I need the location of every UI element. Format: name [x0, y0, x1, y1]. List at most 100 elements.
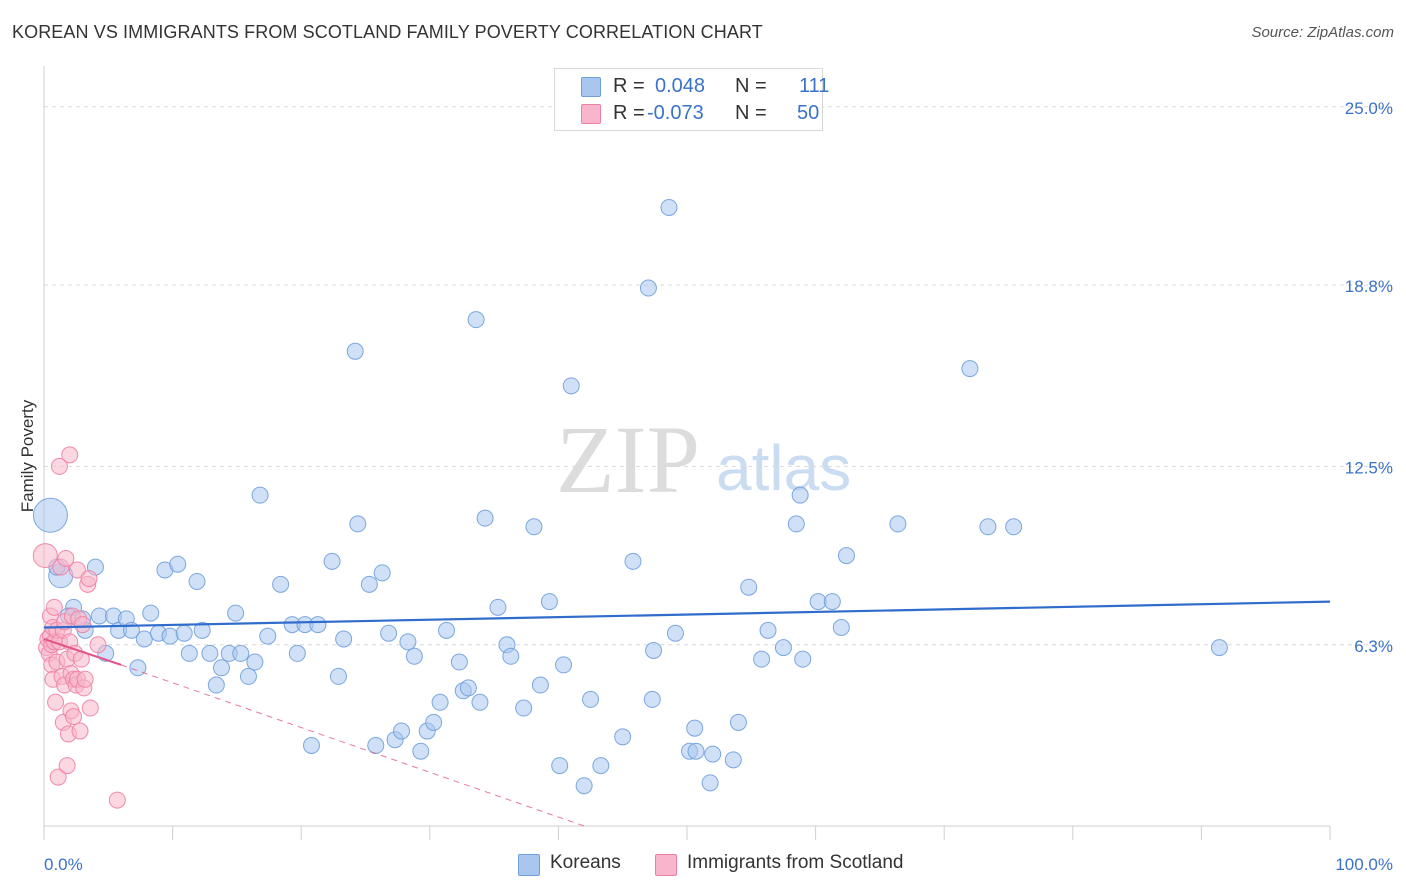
korean-point [169, 555, 187, 573]
korean-point [412, 742, 430, 760]
korean-point [686, 719, 704, 737]
korean-point [188, 572, 206, 590]
legend-swatch-scotland [581, 104, 601, 124]
korean-point [207, 676, 225, 694]
scotland-point [68, 561, 86, 579]
korean-point [438, 621, 456, 639]
legend-n-label: N = [735, 75, 767, 97]
scotland-point [32, 543, 58, 569]
korean-point [193, 621, 211, 639]
korean-point [251, 486, 269, 504]
scotland-point [45, 598, 63, 616]
korean-point [592, 757, 610, 775]
korean-point [624, 552, 642, 570]
scotland-point [47, 693, 65, 711]
korean-point [246, 653, 264, 671]
legend-n-value: 50 [797, 102, 820, 124]
korean-point [32, 497, 68, 533]
y-tick-label: 6.3% [1354, 637, 1393, 656]
watermark-atlas: atlas [716, 432, 851, 504]
scotland-point [61, 446, 79, 464]
watermark-zip: ZIP [556, 406, 700, 513]
korean-point [129, 659, 147, 677]
scotland-point [81, 699, 99, 717]
legend-r-value: 0.048 [655, 75, 706, 97]
korean-point [346, 342, 364, 360]
korean-point [753, 650, 771, 668]
scotland-point [71, 722, 89, 740]
korean-point [787, 515, 805, 533]
korean-point [582, 690, 600, 708]
scotland-point [57, 549, 75, 567]
korean-point [889, 515, 907, 533]
korean-point [476, 509, 494, 527]
korean-point [489, 598, 507, 616]
korean-point [329, 667, 347, 685]
korean-point [272, 575, 290, 593]
korean-point [704, 745, 722, 763]
scotland-point [58, 757, 76, 775]
korean-trend-line [43, 600, 1331, 629]
korean-point [562, 377, 580, 395]
scotland-point [108, 791, 126, 809]
korean-point [175, 624, 193, 642]
korean-point [90, 607, 108, 625]
korean-point [1210, 639, 1228, 657]
korean-point [259, 627, 277, 645]
korean-point [837, 547, 855, 565]
korean-point [555, 656, 573, 674]
bottom-legend-label-scotland: Immigrants from Scotland [687, 852, 904, 873]
korean-point [823, 593, 841, 611]
korean-point [367, 736, 385, 754]
source-credit: Source: ZipAtlas.com [1251, 24, 1394, 41]
scotland-point [49, 768, 67, 786]
korean-point [227, 604, 245, 622]
scotland-point [76, 670, 94, 688]
korean-point [349, 515, 367, 533]
korean-point [360, 575, 378, 593]
bottom-legend-label-koreans: Koreans [550, 852, 621, 873]
legend-row-scotland: R = -0.073 N = 50 [581, 102, 821, 126]
korean-point [575, 777, 593, 795]
tick-labels: 6.3% 12.5% 18.8% 25.0% 0.0% 100.0% [44, 99, 1393, 874]
korean-point [551, 757, 569, 775]
korean-point [212, 659, 230, 677]
korean-point [666, 624, 684, 642]
korean-point [373, 564, 391, 582]
stats-legend: R = 0.048 N = 111 R = -0.073 N = 50 [554, 68, 829, 131]
korean-point [180, 644, 198, 662]
korean-point [471, 693, 489, 711]
legend-swatch-koreans [581, 77, 601, 97]
gridlines [44, 106, 1392, 646]
bottom-legend-koreans: Koreans [518, 851, 638, 877]
korean-point [774, 639, 792, 657]
korean-point [724, 751, 742, 769]
korean-point [201, 644, 219, 662]
korean-point [399, 633, 417, 651]
korean-point [515, 699, 533, 717]
y-tick-label: 25.0% [1345, 99, 1393, 118]
korean-point [335, 630, 353, 648]
korean-point [393, 722, 411, 740]
scotland-point [50, 457, 68, 475]
bottom-legend-swatch-scotland [655, 854, 677, 876]
korean-point [323, 552, 341, 570]
korean-points [32, 198, 1228, 795]
legend-row-koreans: R = 0.048 N = 111 [581, 75, 829, 99]
korean-point [701, 774, 719, 792]
korean-point [832, 618, 850, 636]
korean-point [142, 604, 160, 622]
scotland-point [65, 708, 83, 726]
korean-point [288, 644, 306, 662]
korean-point [239, 667, 257, 685]
korean-point [687, 742, 705, 760]
korean-point [794, 650, 812, 668]
korean-point [531, 676, 549, 694]
korean-point [302, 736, 320, 754]
korean-point [1005, 518, 1023, 536]
scotland-trend-extension [120, 664, 585, 827]
trend-lines [43, 600, 1331, 827]
scotland-trend-line [43, 637, 122, 666]
korean-point [759, 621, 777, 639]
